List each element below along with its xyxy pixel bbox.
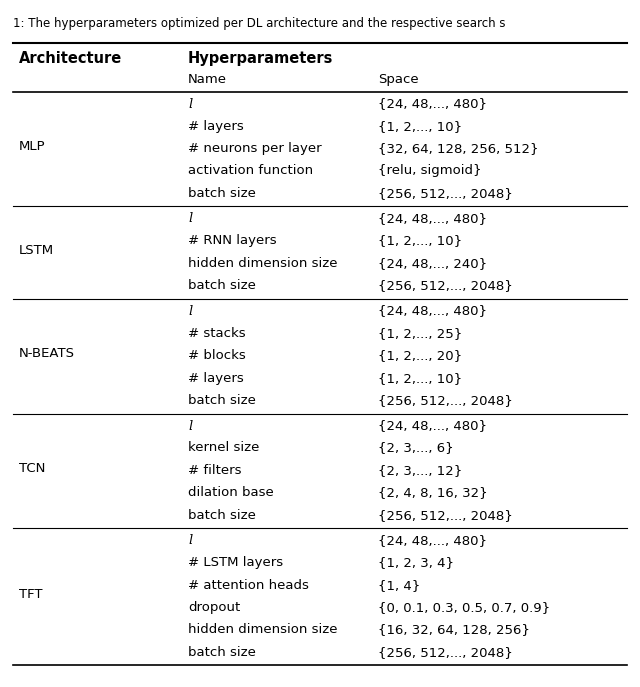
Text: $l$: $l$ [188, 418, 193, 433]
Text: {1, 4}: {1, 4} [378, 578, 420, 592]
Text: # stacks: # stacks [188, 327, 246, 339]
Text: {1, 2,..., 10}: {1, 2,..., 10} [378, 372, 463, 385]
Text: Space: Space [378, 73, 419, 86]
Text: hidden dimension size: hidden dimension size [188, 257, 337, 270]
Text: batch size: batch size [188, 646, 256, 659]
Text: $l$: $l$ [188, 212, 193, 225]
Text: dropout: dropout [188, 601, 240, 614]
Text: Architecture: Architecture [19, 52, 122, 67]
Text: {256, 512,..., 2048}: {256, 512,..., 2048} [378, 279, 513, 292]
Text: # filters: # filters [188, 464, 241, 477]
Text: # blocks: # blocks [188, 349, 246, 362]
Text: MLP: MLP [19, 140, 45, 153]
Text: # RNN layers: # RNN layers [188, 234, 276, 247]
Text: dilation base: dilation base [188, 486, 274, 499]
Text: Name: Name [188, 73, 227, 86]
Text: batch size: batch size [188, 187, 256, 200]
Text: {256, 512,..., 2048}: {256, 512,..., 2048} [378, 187, 513, 200]
Text: {1, 2,..., 25}: {1, 2,..., 25} [378, 327, 463, 339]
Text: $l$: $l$ [188, 304, 193, 318]
Text: {1, 2, 3, 4}: {1, 2, 3, 4} [378, 556, 454, 570]
Text: 1: The hyperparameters optimized per DL architecture and the respective search s: 1: The hyperparameters optimized per DL … [13, 17, 506, 30]
Text: {1, 2,..., 20}: {1, 2,..., 20} [378, 349, 463, 362]
Text: {2, 3,..., 6}: {2, 3,..., 6} [378, 442, 454, 455]
Text: {24, 48,..., 480}: {24, 48,..., 480} [378, 304, 488, 317]
Text: Hyperparameters: Hyperparameters [188, 52, 333, 67]
Text: # neurons per layer: # neurons per layer [188, 142, 321, 155]
Text: {relu, sigmoid}: {relu, sigmoid} [378, 164, 482, 177]
Text: kernel size: kernel size [188, 442, 259, 455]
Text: {24, 48,..., 480}: {24, 48,..., 480} [378, 97, 488, 110]
Text: TFT: TFT [19, 588, 42, 601]
Text: $l$: $l$ [188, 97, 193, 111]
Text: {256, 512,..., 2048}: {256, 512,..., 2048} [378, 394, 513, 407]
Text: # LSTM layers: # LSTM layers [188, 556, 283, 570]
Text: {24, 48,..., 480}: {24, 48,..., 480} [378, 212, 488, 225]
Text: # layers: # layers [188, 372, 244, 385]
Text: TCN: TCN [19, 462, 45, 475]
Text: hidden dimension size: hidden dimension size [188, 624, 337, 636]
Text: {256, 512,..., 2048}: {256, 512,..., 2048} [378, 509, 513, 521]
Text: {2, 4, 8, 16, 32}: {2, 4, 8, 16, 32} [378, 486, 488, 499]
Text: {1, 2,..., 10}: {1, 2,..., 10} [378, 234, 463, 247]
Text: N-BEATS: N-BEATS [19, 348, 75, 361]
Text: {24, 48,..., 240}: {24, 48,..., 240} [378, 257, 488, 270]
Text: $l$: $l$ [188, 533, 193, 548]
Text: {256, 512,..., 2048}: {256, 512,..., 2048} [378, 646, 513, 659]
Text: batch size: batch size [188, 279, 256, 292]
Text: {0, 0.1, 0.3, 0.5, 0.7, 0.9}: {0, 0.1, 0.3, 0.5, 0.7, 0.9} [378, 601, 550, 614]
Text: batch size: batch size [188, 509, 256, 521]
Text: {2, 3,..., 12}: {2, 3,..., 12} [378, 464, 463, 477]
Text: activation function: activation function [188, 164, 313, 177]
Text: {16, 32, 64, 128, 256}: {16, 32, 64, 128, 256} [378, 624, 531, 636]
Text: # layers: # layers [188, 120, 244, 133]
Text: # attention heads: # attention heads [188, 578, 308, 592]
Text: LSTM: LSTM [19, 244, 54, 257]
Text: batch size: batch size [188, 394, 256, 407]
Text: {32, 64, 128, 256, 512}: {32, 64, 128, 256, 512} [378, 142, 539, 155]
Text: {1, 2,..., 10}: {1, 2,..., 10} [378, 120, 463, 133]
Text: {24, 48,..., 480}: {24, 48,..., 480} [378, 419, 488, 432]
Text: {24, 48,..., 480}: {24, 48,..., 480} [378, 534, 488, 547]
